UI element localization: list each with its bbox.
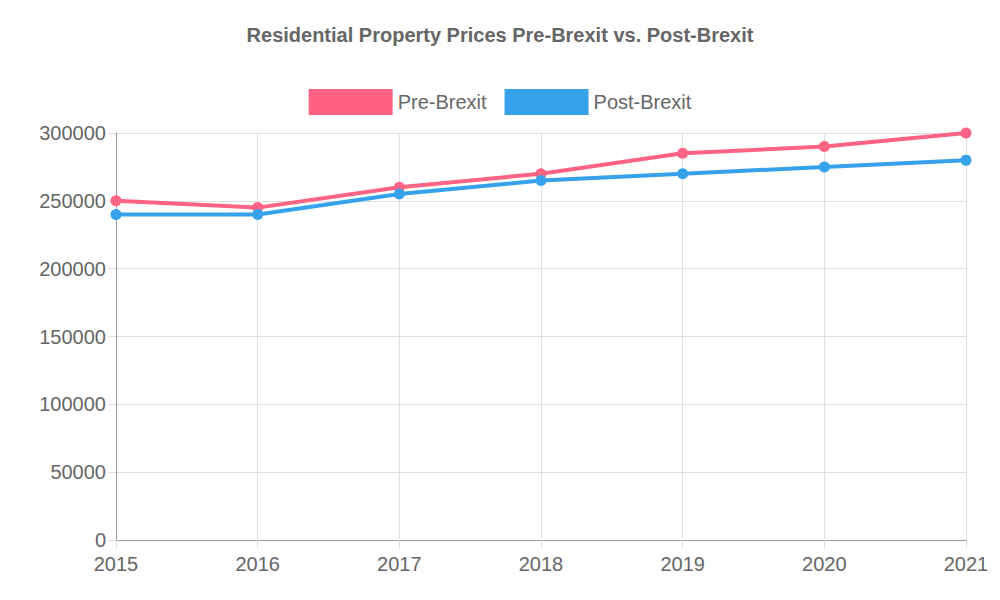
svg-text:200000: 200000 bbox=[39, 258, 106, 280]
svg-text:2016: 2016 bbox=[235, 553, 280, 575]
svg-text:150000: 150000 bbox=[39, 326, 106, 348]
svg-text:Post-Brexit: Post-Brexit bbox=[594, 91, 692, 113]
svg-text:250000: 250000 bbox=[39, 190, 106, 212]
svg-text:2017: 2017 bbox=[377, 553, 422, 575]
svg-text:Residential Property Prices Pr: Residential Property Prices Pre-Brexit v… bbox=[247, 24, 754, 46]
svg-text:300000: 300000 bbox=[39, 122, 106, 144]
svg-text:2019: 2019 bbox=[660, 553, 705, 575]
svg-text:0: 0 bbox=[95, 529, 106, 551]
svg-text:Pre-Brexit: Pre-Brexit bbox=[398, 91, 487, 113]
svg-text:2015: 2015 bbox=[94, 553, 139, 575]
svg-text:2020: 2020 bbox=[802, 553, 847, 575]
svg-text:2018: 2018 bbox=[519, 553, 564, 575]
svg-text:50000: 50000 bbox=[50, 461, 106, 483]
svg-text:2021: 2021 bbox=[944, 553, 989, 575]
svg-text:100000: 100000 bbox=[39, 393, 106, 415]
